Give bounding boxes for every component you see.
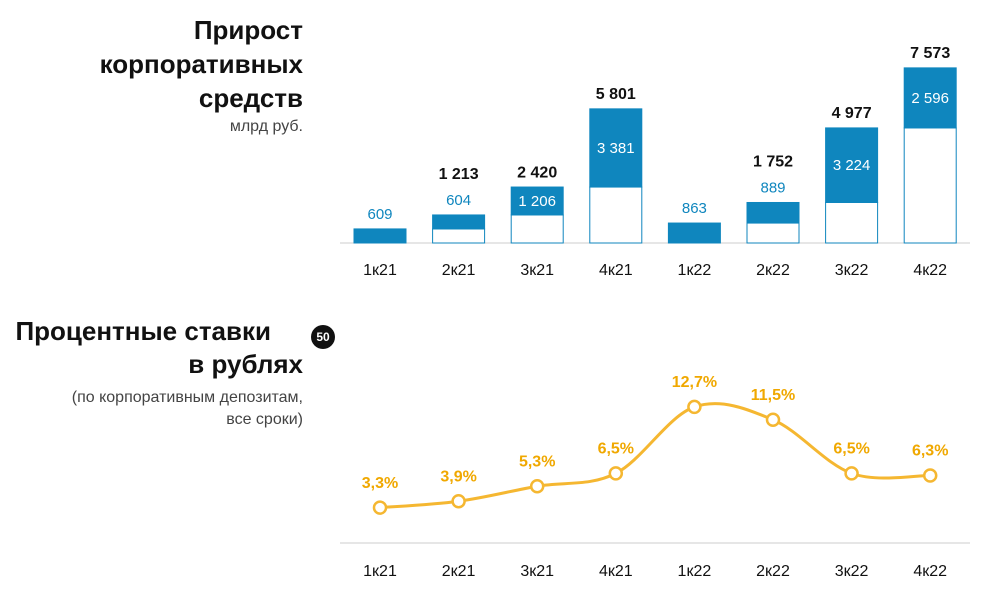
value-label: 889 — [760, 179, 785, 196]
bar-segment — [903, 67, 957, 129]
value-label: 3 224 — [833, 157, 871, 174]
x-tick-label: 4к22 — [913, 262, 947, 279]
marker — [687, 399, 702, 415]
x-tick-label: 2к22 — [756, 563, 790, 580]
value-label: 3,3% — [362, 475, 398, 492]
badge-circle — [311, 325, 335, 349]
marker — [765, 412, 781, 428]
x-tick-label: 1к22 — [678, 563, 712, 580]
bar-segment — [510, 214, 564, 244]
chart-title: Процентные ставки — [15, 316, 271, 346]
x-tick-label: 3к21 — [520, 262, 554, 279]
chart-subtitle: все сроки) — [226, 411, 303, 428]
bar-segment — [825, 127, 879, 203]
value-label: 6,3% — [912, 443, 948, 460]
badge: 50 — [316, 330, 330, 344]
chart-subtitle: млрд руб. — [230, 118, 303, 135]
marker — [451, 493, 466, 509]
x-tick-label: 4к21 — [599, 563, 633, 580]
value-label: 863 — [682, 200, 707, 217]
x-tick-label: 3к22 — [835, 563, 869, 580]
total-label: 7 573 — [910, 45, 950, 62]
x-tick-label: 2к21 — [442, 563, 476, 580]
x-tick-label: 4к22 — [913, 563, 947, 580]
bar-segment — [510, 186, 564, 216]
bar-segment — [667, 222, 721, 244]
line — [379, 402, 931, 510]
bar-segment — [432, 228, 486, 244]
total-label: 2 420 — [517, 164, 557, 181]
bar-segment — [746, 201, 800, 224]
value-label: 2 596 — [911, 90, 949, 107]
bar-segment — [746, 222, 800, 244]
x-tick-label: 2к22 — [756, 262, 790, 279]
marker — [922, 468, 938, 483]
bar-segment — [825, 201, 879, 244]
value-label: 6,5% — [598, 441, 634, 458]
x-tick-label: 3к21 — [520, 563, 554, 580]
x-tick-label: 1к21 — [363, 563, 397, 580]
bar-segment — [353, 228, 407, 244]
value-label: 609 — [367, 206, 392, 223]
bar-segment — [432, 214, 486, 230]
bar-segment — [589, 108, 643, 188]
chart-title: в рублях — [188, 349, 303, 379]
marker — [844, 466, 859, 481]
chart-title: корпоративных — [100, 49, 304, 79]
value-label: 11,5% — [751, 387, 795, 404]
total-label: 5 801 — [596, 86, 636, 103]
value-label: 5,3% — [519, 453, 555, 470]
chart-subtitle: (по корпоративным депозитам, — [72, 389, 303, 406]
total-label: 1 213 — [439, 166, 479, 183]
x-tick-label: 3к22 — [835, 262, 869, 279]
value-label: 1 206 — [518, 193, 556, 210]
x-tick-label: 4к21 — [599, 262, 633, 279]
x-tick-label: 1к21 — [363, 262, 397, 279]
chart-title: средств — [199, 83, 303, 113]
total-label: 1 752 — [753, 154, 793, 171]
value-label: 604 — [446, 192, 471, 209]
total-label: 4 977 — [832, 105, 872, 122]
x-tick-label: 1к22 — [678, 262, 712, 279]
value-label: 12,7% — [672, 374, 717, 391]
bar-segment — [589, 186, 643, 244]
marker — [529, 478, 545, 494]
value-label: 6,5% — [833, 441, 869, 458]
bar-segment — [903, 127, 957, 244]
marker — [372, 500, 388, 515]
value-label: 3,9% — [440, 468, 476, 485]
marker — [608, 466, 624, 481]
chart-title: Прирост — [194, 15, 303, 45]
x-tick-label: 2к21 — [442, 262, 476, 279]
value-label: 3 381 — [597, 140, 635, 157]
